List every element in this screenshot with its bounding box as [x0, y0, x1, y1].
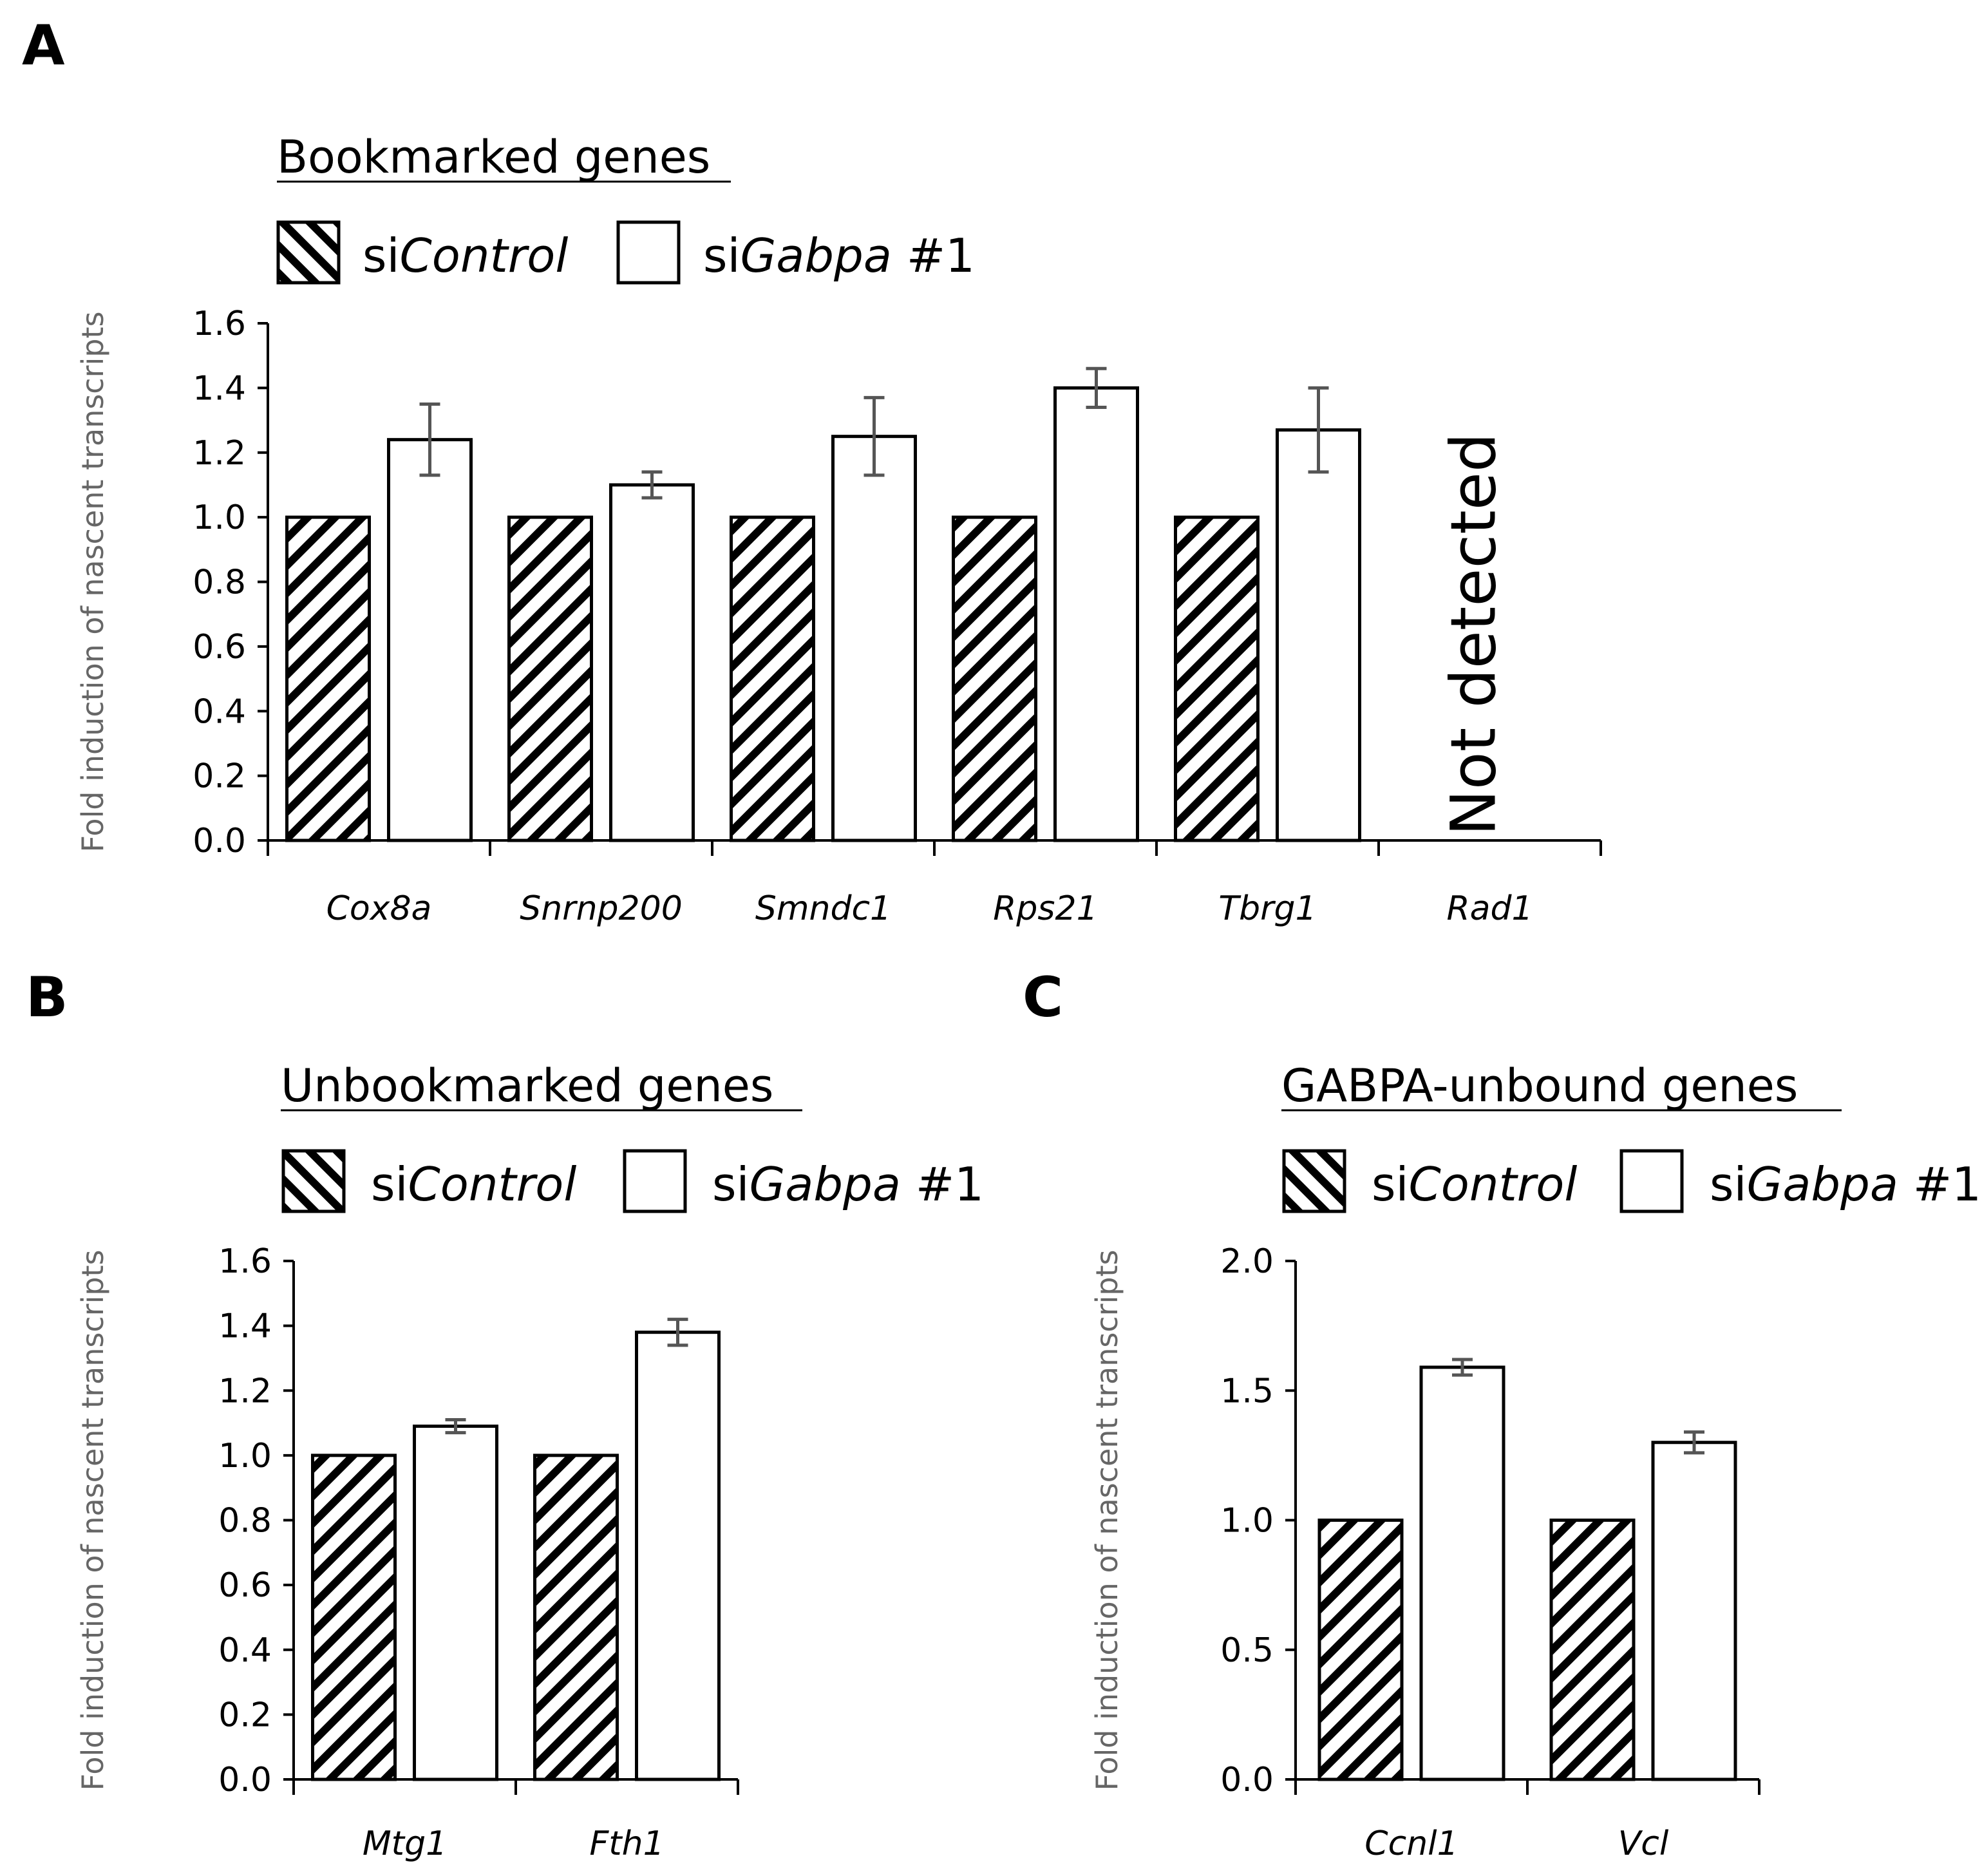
legend: siControl siGabpa #1 — [1282, 1149, 1981, 1213]
bar-sigabpa — [1053, 386, 1139, 842]
bar-sicontrol — [507, 515, 593, 842]
legend-swatch-sicontrol — [1282, 1149, 1346, 1213]
bar-sicontrol — [1549, 1519, 1636, 1781]
y-tick-label: 1.6 — [218, 1242, 272, 1281]
bar-sigabpa — [831, 435, 917, 842]
panel-letter: A — [22, 14, 65, 78]
category-label: Rps21 — [993, 889, 1097, 928]
legend-swatch-sicontrol — [281, 1149, 346, 1213]
y-tick-label: 2.0 — [1220, 1242, 1274, 1281]
y-tick-label: 0.6 — [218, 1566, 272, 1605]
y-tick-label: 1.0 — [218, 1437, 272, 1475]
panel-a: A Bookmarked genes siControl siGabpa #1 0.0 0… — [22, 14, 1602, 928]
legend: siControl siGabpa #1 — [281, 1149, 984, 1213]
category-label: Mtg1 — [363, 1824, 447, 1863]
bar-sicontrol — [1174, 515, 1260, 842]
category-label: Smndc1 — [755, 889, 891, 928]
y-tick-label: 1.0 — [193, 498, 246, 537]
y-axis-label: Fold induction of nascent transcripts — [75, 312, 110, 853]
legend-label-sicontrol: siControl — [371, 1157, 576, 1211]
bar-sigabpa — [1276, 428, 1361, 842]
bar-sicontrol — [533, 1454, 619, 1781]
bar-sicontrol — [730, 515, 815, 842]
y-tick-label: 1.2 — [218, 1372, 272, 1410]
bar-sigabpa — [413, 1425, 498, 1781]
chart-title: Bookmarked genes — [277, 131, 710, 184]
category-label: Ccnl1 — [1364, 1824, 1458, 1863]
y-axis-label: Fold induction of nascent transcripts — [75, 1250, 110, 1791]
legend-swatch-sigabpa — [623, 1149, 687, 1213]
legend-swatch-sigabpa — [616, 220, 681, 285]
y-tick-label: 0.0 — [218, 1761, 272, 1799]
y-tick-label: 0.8 — [218, 1502, 272, 1540]
bar-sicontrol — [1317, 1519, 1404, 1781]
category-label: Tbrg1 — [1218, 889, 1316, 928]
panel-letter: B — [26, 965, 68, 1030]
legend-label-sicontrol: siControl — [363, 229, 568, 283]
bar-sigabpa — [609, 483, 695, 842]
y-tick-label: 0.2 — [218, 1696, 272, 1734]
y-tick-label: 0.5 — [1220, 1631, 1274, 1670]
not-detected-annotation: Not detected — [1438, 433, 1510, 836]
bar-sicontrol — [952, 515, 1037, 842]
panel-c: C GABPA-unbound genes siControl siGabpa #1 0… — [1023, 965, 1981, 1863]
y-tick-label: 0.4 — [218, 1631, 272, 1670]
panel-b: B Unbookmarked genes siControl siGabpa #1 0.… — [26, 965, 984, 1863]
y-tick-label: 1.2 — [193, 434, 246, 473]
legend-label-sigabpa: siGabpa #1 — [703, 229, 975, 283]
category-label: Cox8a — [326, 889, 432, 928]
y-tick-label: 1.0 — [1220, 1502, 1274, 1540]
bar-sicontrol — [285, 515, 371, 842]
y-tick-label: 0.4 — [193, 692, 246, 731]
legend-swatch-sigabpa — [1619, 1149, 1684, 1213]
bar-sigabpa — [635, 1331, 721, 1781]
y-tick-label: 1.6 — [193, 305, 246, 343]
y-tick-label: 0.0 — [1220, 1761, 1274, 1799]
y-tick-label: 0.6 — [193, 628, 246, 667]
y-tick-label: 1.4 — [218, 1307, 272, 1346]
bar-sigabpa — [1419, 1365, 1505, 1781]
category-label: Fth1 — [589, 1824, 664, 1863]
y-axis-label: Fold induction of nascent transcripts — [1090, 1250, 1124, 1791]
legend-swatch-sicontrol — [276, 220, 341, 285]
y-tick-label: 1.5 — [1220, 1372, 1274, 1410]
y-tick-label: 0.0 — [193, 822, 246, 860]
legend: siControl siGabpa #1 — [276, 220, 975, 285]
category-label: Rad1 — [1446, 889, 1533, 928]
bar-sigabpa — [387, 438, 473, 842]
y-tick-label: 0.2 — [193, 757, 246, 796]
y-tick-label: 0.8 — [193, 564, 246, 602]
chart-title: GABPA-unbound genes — [1281, 1059, 1798, 1112]
y-tick-label: 1.4 — [193, 369, 246, 408]
bar-sigabpa — [1651, 1441, 1737, 1781]
category-label: Vcl — [1618, 1824, 1669, 1863]
panel-letter: C — [1023, 965, 1063, 1030]
legend-label-sigabpa: siGabpa #1 — [1710, 1157, 1981, 1211]
chart-title: Unbookmarked genes — [281, 1059, 773, 1112]
legend-label-sigabpa: siGabpa #1 — [712, 1157, 984, 1211]
bar-sicontrol — [311, 1454, 397, 1781]
category-label: Snrnp200 — [520, 889, 683, 928]
legend-label-sicontrol: siControl — [1372, 1157, 1577, 1211]
